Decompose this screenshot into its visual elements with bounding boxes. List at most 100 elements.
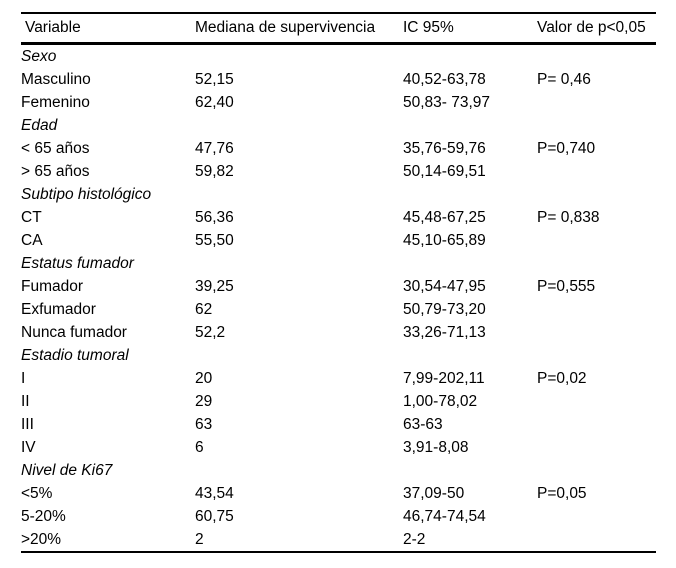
cell-ic95: 45,10-65,89	[403, 231, 486, 249]
cell-variable: II	[21, 392, 30, 410]
cell-mediana: 47,76	[195, 139, 234, 157]
data-row: Femenino 62,40 50,83- 73,97	[21, 91, 656, 114]
data-row: Fumador 39,25 30,54-47,95 P=0,555	[21, 275, 656, 298]
col-header-ic95: IC 95%	[403, 13, 537, 45]
table-body: Sexo Masculino 52,15 40,52-63,78 P= 0,46 Feme…	[21, 44, 656, 553]
cell-p	[537, 229, 656, 252]
cell-mediana: 6	[195, 438, 204, 456]
section-label: Edad	[21, 116, 58, 134]
cell-p	[537, 160, 656, 183]
cell-mediana: 63	[195, 415, 213, 433]
cell-mediana: 29	[195, 392, 213, 410]
cell-p	[537, 91, 656, 114]
cell-mediana: 62	[195, 300, 213, 318]
data-row: IV 6 3,91-8,08	[21, 436, 656, 459]
cell-ic95: 37,09-50	[403, 484, 465, 502]
cell-mediana: 52,2	[195, 323, 226, 341]
cell-ic95: 3,91-8,08	[403, 438, 469, 456]
cell-variable: 5-20%	[21, 507, 66, 525]
col-header-variable: Variable	[21, 13, 195, 45]
cell-mediana: 43,54	[195, 484, 234, 502]
section-label: Estadio tumoral	[21, 346, 129, 364]
cell-variable: <5%	[21, 484, 53, 502]
cell-p	[537, 413, 656, 436]
cell-variable: >20%	[21, 530, 62, 548]
cell-ic95: 35,76-59,76	[403, 139, 486, 157]
cell-p: P=0,740	[537, 139, 596, 157]
cell-mediana: 55,50	[195, 231, 234, 249]
data-row: Exfumador 62 50,79-73,20	[21, 298, 656, 321]
cell-ic95: 2-2	[403, 530, 426, 548]
data-row: > 65 años 59,82 50,14-69,51	[21, 160, 656, 183]
cell-variable: > 65 años	[21, 162, 90, 180]
data-row: CT 56,36 45,48-67,25 P= 0,838	[21, 206, 656, 229]
cell-mediana: 52,15	[195, 70, 234, 88]
cell-ic95: 1,00-78,02	[403, 392, 478, 410]
cell-ic95: 7,99-202,11	[403, 369, 485, 387]
cell-ic95: 45,48-67,25	[403, 208, 486, 226]
col-header-pvalue: Valor de p<0,05	[537, 13, 656, 45]
cell-variable: Exfumador	[21, 300, 96, 318]
cell-variable: Femenino	[21, 93, 90, 111]
data-row: III 63 63-63	[21, 413, 656, 436]
section-header-row: Estadio tumoral	[21, 344, 656, 367]
section-label: Estatus fumador	[21, 254, 134, 272]
cell-p	[537, 528, 656, 552]
cell-p	[537, 321, 656, 344]
header-row: Variable Mediana de supervivencia IC 95%…	[21, 13, 656, 45]
cell-variable: Fumador	[21, 277, 84, 295]
data-row: <5% 43,54 37,09-50 P=0,05	[21, 482, 656, 505]
paper-table-figure: Variable Mediana de supervivencia IC 95%…	[21, 12, 656, 553]
data-row: I 20 7,99-202,11 P=0,02	[21, 367, 656, 390]
cell-mediana: 56,36	[195, 208, 234, 226]
cell-ic95: 40,52-63,78	[403, 70, 486, 88]
cell-ic95: 50,14-69,51	[403, 162, 486, 180]
section-header-row: Edad	[21, 114, 656, 137]
cell-variable: CT	[21, 208, 42, 226]
cell-ic95: 63-63	[403, 415, 443, 433]
cell-p: P=0,02	[537, 369, 587, 387]
cell-ic95: 30,54-47,95	[403, 277, 486, 295]
section-header-row: Subtipo histológico	[21, 183, 656, 206]
section-header-row: Nivel de Ki67	[21, 459, 656, 482]
section-label: Sexo	[21, 47, 57, 65]
cell-mediana: 20	[195, 369, 213, 387]
cell-ic95: 50,79-73,20	[403, 300, 486, 318]
data-row: II 29 1,00-78,02	[21, 390, 656, 413]
cell-mediana: 39,25	[195, 277, 234, 295]
cell-mediana: 2	[195, 530, 204, 548]
data-row: CA 55,50 45,10-65,89	[21, 229, 656, 252]
data-row: >20% 2 2-2	[21, 528, 656, 552]
cell-ic95: 33,26-71,13	[403, 323, 486, 341]
cell-p: P= 0,46	[537, 70, 591, 88]
cell-p: P=0,555	[537, 277, 596, 295]
cell-ic95: 50,83- 73,97	[403, 93, 491, 111]
data-row: < 65 años 47,76 35,76-59,76 P=0,740	[21, 137, 656, 160]
cell-p: P=0,05	[537, 484, 587, 502]
data-row: Nunca fumador 52,2 33,26-71,13	[21, 321, 656, 344]
cell-variable: I	[21, 369, 26, 387]
cell-variable: IV	[21, 438, 36, 456]
cell-mediana: 62,40	[195, 93, 234, 111]
cell-variable: Masculino	[21, 70, 91, 88]
data-row: 5-20% 60,75 46,74-74,54	[21, 505, 656, 528]
cell-p	[537, 436, 656, 459]
cell-p	[537, 505, 656, 528]
cell-variable: III	[21, 415, 34, 433]
section-header-row: Estatus fumador	[21, 252, 656, 275]
section-header-row: Sexo	[21, 44, 656, 69]
cell-ic95: 46,74-74,54	[403, 507, 486, 525]
data-row: Masculino 52,15 40,52-63,78 P= 0,46	[21, 68, 656, 91]
cell-variable: < 65 años	[21, 139, 90, 157]
cell-variable: CA	[21, 231, 43, 249]
cell-mediana: 59,82	[195, 162, 234, 180]
cell-variable: Nunca fumador	[21, 323, 127, 341]
cell-mediana: 60,75	[195, 507, 234, 525]
table-header: Variable Mediana de supervivencia IC 95%…	[21, 13, 656, 45]
col-header-mediana: Mediana de supervivencia	[195, 13, 403, 45]
cell-p: P= 0,838	[537, 208, 600, 226]
cell-p	[537, 298, 656, 321]
section-label: Subtipo histológico	[21, 185, 152, 203]
section-label: Nivel de Ki67	[21, 461, 113, 479]
cell-p	[537, 390, 656, 413]
